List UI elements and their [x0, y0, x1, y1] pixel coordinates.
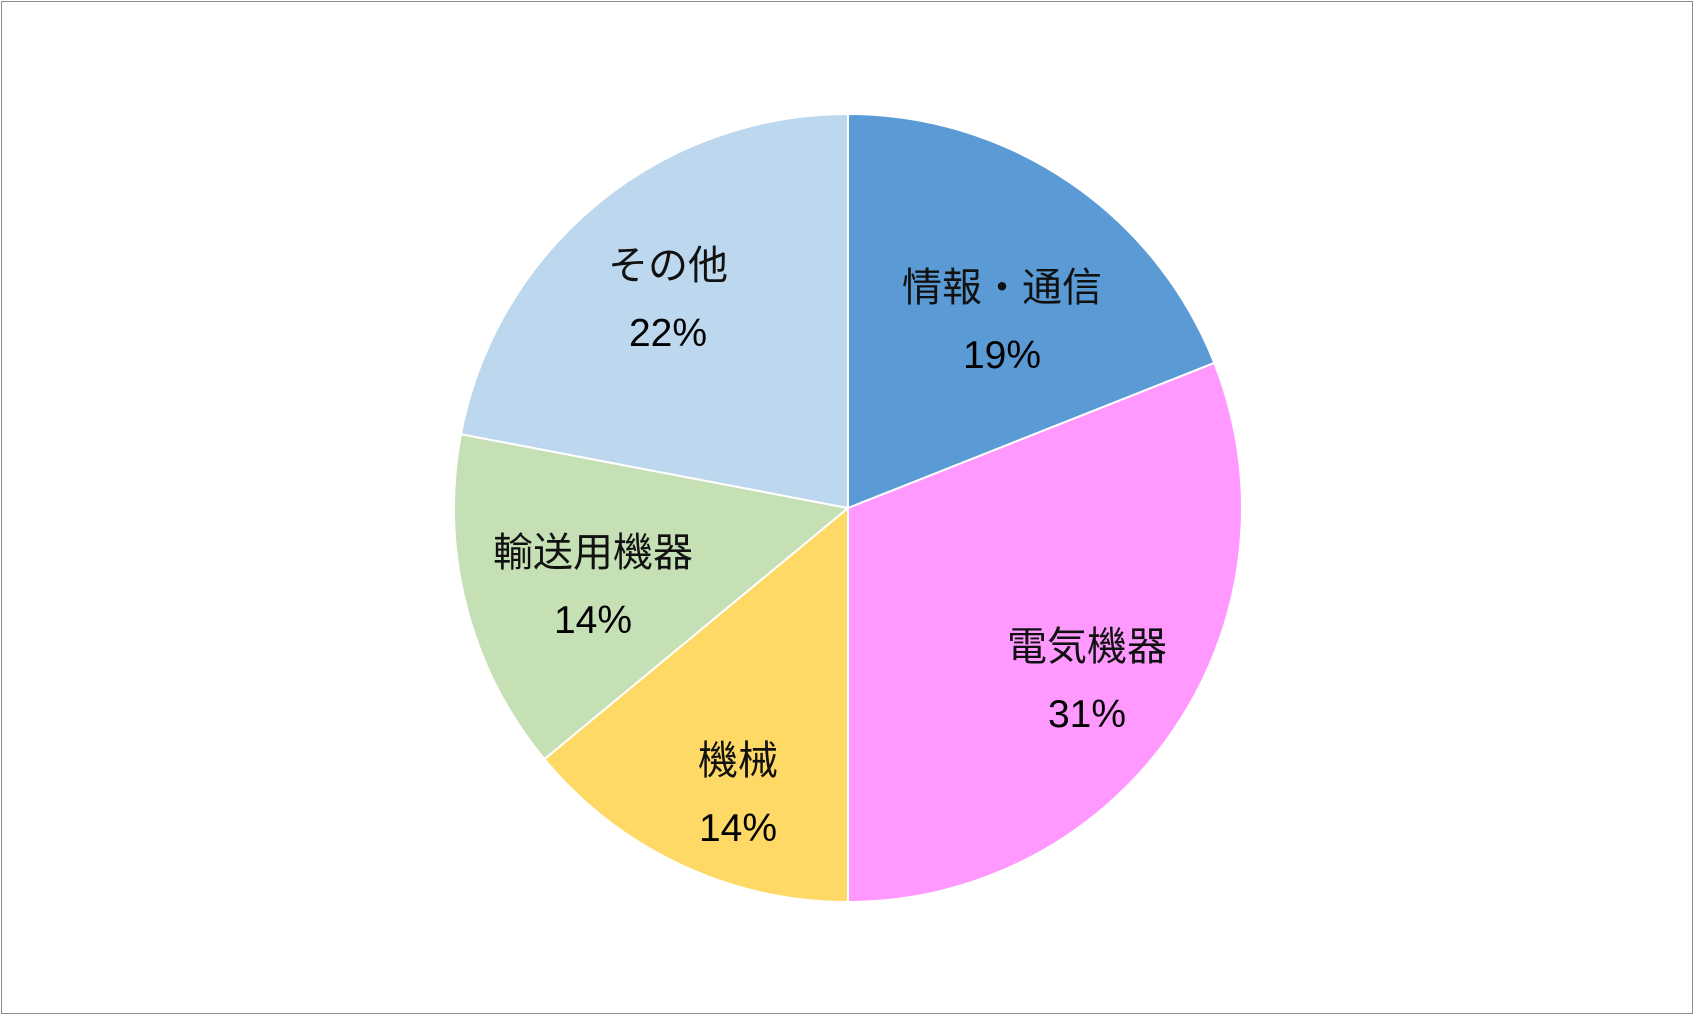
- slice-value-other: 22%: [629, 312, 707, 355]
- slice-value-transport: 14%: [554, 599, 632, 642]
- slice-label-other: その他: [608, 243, 728, 289]
- slice-value-electrical: 31%: [1048, 693, 1126, 736]
- slice-value-info-comm: 19%: [963, 334, 1041, 377]
- slice-labels: 情報・通信 19% 電気機器 31% 機械 14% 輸送用機器 14% その他 …: [493, 243, 1167, 850]
- pie-slices: [453, 113, 1243, 903]
- slice-label-electrical: 電気機器: [1007, 624, 1167, 670]
- pie-slice-transport: [453, 433, 849, 761]
- pie-slice-other: [459, 113, 849, 509]
- pie-slice-info-comm: [847, 113, 1216, 509]
- slice-label-machinery: 機械: [698, 738, 778, 784]
- slice-label-info-comm: 情報・通信: [902, 265, 1102, 311]
- slice-value-machinery: 14%: [699, 807, 777, 850]
- pie-slice-machinery: [543, 507, 849, 903]
- pie-slice-electrical: [847, 361, 1243, 903]
- slice-label-transport: 輸送用機器: [493, 530, 693, 576]
